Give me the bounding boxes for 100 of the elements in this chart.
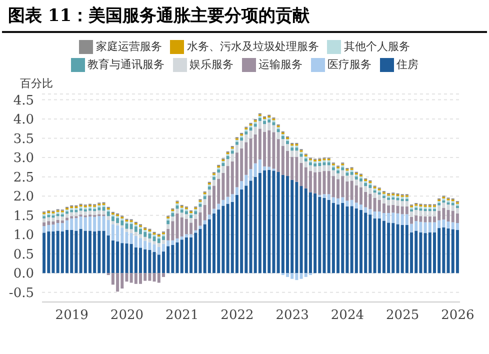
x-tick-label: 2020 <box>110 308 144 324</box>
bar <box>235 142 238 145</box>
bar <box>208 190 211 196</box>
bar <box>438 205 441 211</box>
bar <box>286 140 289 144</box>
bar <box>244 131 248 134</box>
y-tick-label: 4.5 <box>13 93 34 108</box>
bar <box>171 216 174 222</box>
bar <box>66 218 69 220</box>
bar <box>290 148 294 151</box>
bar <box>254 124 257 127</box>
bar <box>359 178 362 182</box>
bar <box>42 226 46 233</box>
bar <box>208 214 211 220</box>
y-tick-label: 2.0 <box>13 190 34 205</box>
bar <box>281 136 284 140</box>
bar <box>162 240 165 244</box>
y-tick-label: 1.0 <box>13 228 34 244</box>
bar <box>263 120 266 124</box>
bar <box>171 213 174 216</box>
legend-label: 家庭运营服务 <box>95 39 162 54</box>
bar <box>166 220 170 224</box>
bar <box>456 206 459 208</box>
bar <box>162 236 165 240</box>
bar <box>336 170 340 174</box>
bar <box>176 205 179 209</box>
bar <box>208 186 211 190</box>
y-tick-label: 0.0 <box>13 266 34 282</box>
bar <box>276 129 280 132</box>
y-axis-title: 百分比 <box>20 76 54 90</box>
bar <box>410 216 414 224</box>
x-tick-label: 2025 <box>386 308 420 324</box>
y-tick-label: 4.0 <box>13 112 34 128</box>
bar <box>42 232 46 274</box>
y-tick-label: 1.5 <box>13 208 34 224</box>
bar <box>456 213 459 224</box>
y-tick-label: 3.5 <box>13 132 34 147</box>
bar <box>327 162 330 166</box>
bar <box>304 158 308 162</box>
bar <box>102 206 106 211</box>
y-tick-label: -0.5 <box>8 286 34 301</box>
bar <box>249 128 252 131</box>
bar <box>456 230 459 274</box>
legend-label: 娱乐服务 <box>188 57 234 72</box>
legend-label: 运输服务 <box>258 57 302 72</box>
bar <box>198 226 202 229</box>
bar <box>300 154 303 157</box>
bar <box>60 220 64 224</box>
bar <box>42 218 46 222</box>
bar <box>190 214 193 218</box>
legend-label: 住房 <box>396 57 418 72</box>
legend-label: 医疗服务 <box>326 57 372 72</box>
chart-title: 图表 11：美国服务通胀主要分项的贡献 <box>2 0 487 33</box>
bar <box>456 208 459 214</box>
bar <box>184 211 188 214</box>
bar <box>230 150 234 154</box>
bar <box>194 211 198 214</box>
bar <box>203 199 206 205</box>
bar <box>410 211 414 217</box>
bar <box>42 222 46 226</box>
bar <box>240 138 244 141</box>
bar <box>456 223 459 230</box>
bar <box>222 162 225 166</box>
x-tick-label: 2026 <box>441 308 474 324</box>
y-tick-label: 3.0 <box>13 151 34 166</box>
x-tick-label: 2024 <box>330 308 364 324</box>
bar <box>276 132 280 140</box>
x-tick-label: 2021 <box>166 308 199 324</box>
x-tick-label: 2019 <box>55 308 88 324</box>
bar <box>212 180 216 186</box>
legend-label: 水务、污水及垃圾处理服务 <box>186 39 319 54</box>
x-tick-label: 2023 <box>276 308 309 324</box>
bar <box>203 220 206 224</box>
bar <box>341 167 344 170</box>
bar <box>258 118 262 121</box>
y-tick-label: 0.5 <box>13 247 34 262</box>
y-tick-label: 2.5 <box>13 170 34 186</box>
bar <box>198 204 202 207</box>
bar <box>432 211 436 216</box>
bar <box>350 172 354 175</box>
bar <box>346 172 349 176</box>
bar <box>405 201 408 206</box>
bar <box>106 211 110 216</box>
legend-label: 其他个人服务 <box>343 39 410 54</box>
bar <box>166 224 170 229</box>
bar <box>332 167 335 170</box>
bar <box>198 206 202 212</box>
bar <box>405 206 408 214</box>
bar <box>66 211 69 214</box>
legend-label: 教育与通讯服务 <box>86 57 164 72</box>
bar <box>125 228 128 232</box>
bar <box>203 196 206 200</box>
bar <box>378 192 381 195</box>
x-tick-label: 2022 <box>220 308 254 324</box>
bar <box>226 156 230 160</box>
bar <box>217 169 220 173</box>
bar <box>106 216 110 220</box>
bar <box>102 210 106 215</box>
bar <box>212 176 216 180</box>
bar <box>364 182 368 186</box>
